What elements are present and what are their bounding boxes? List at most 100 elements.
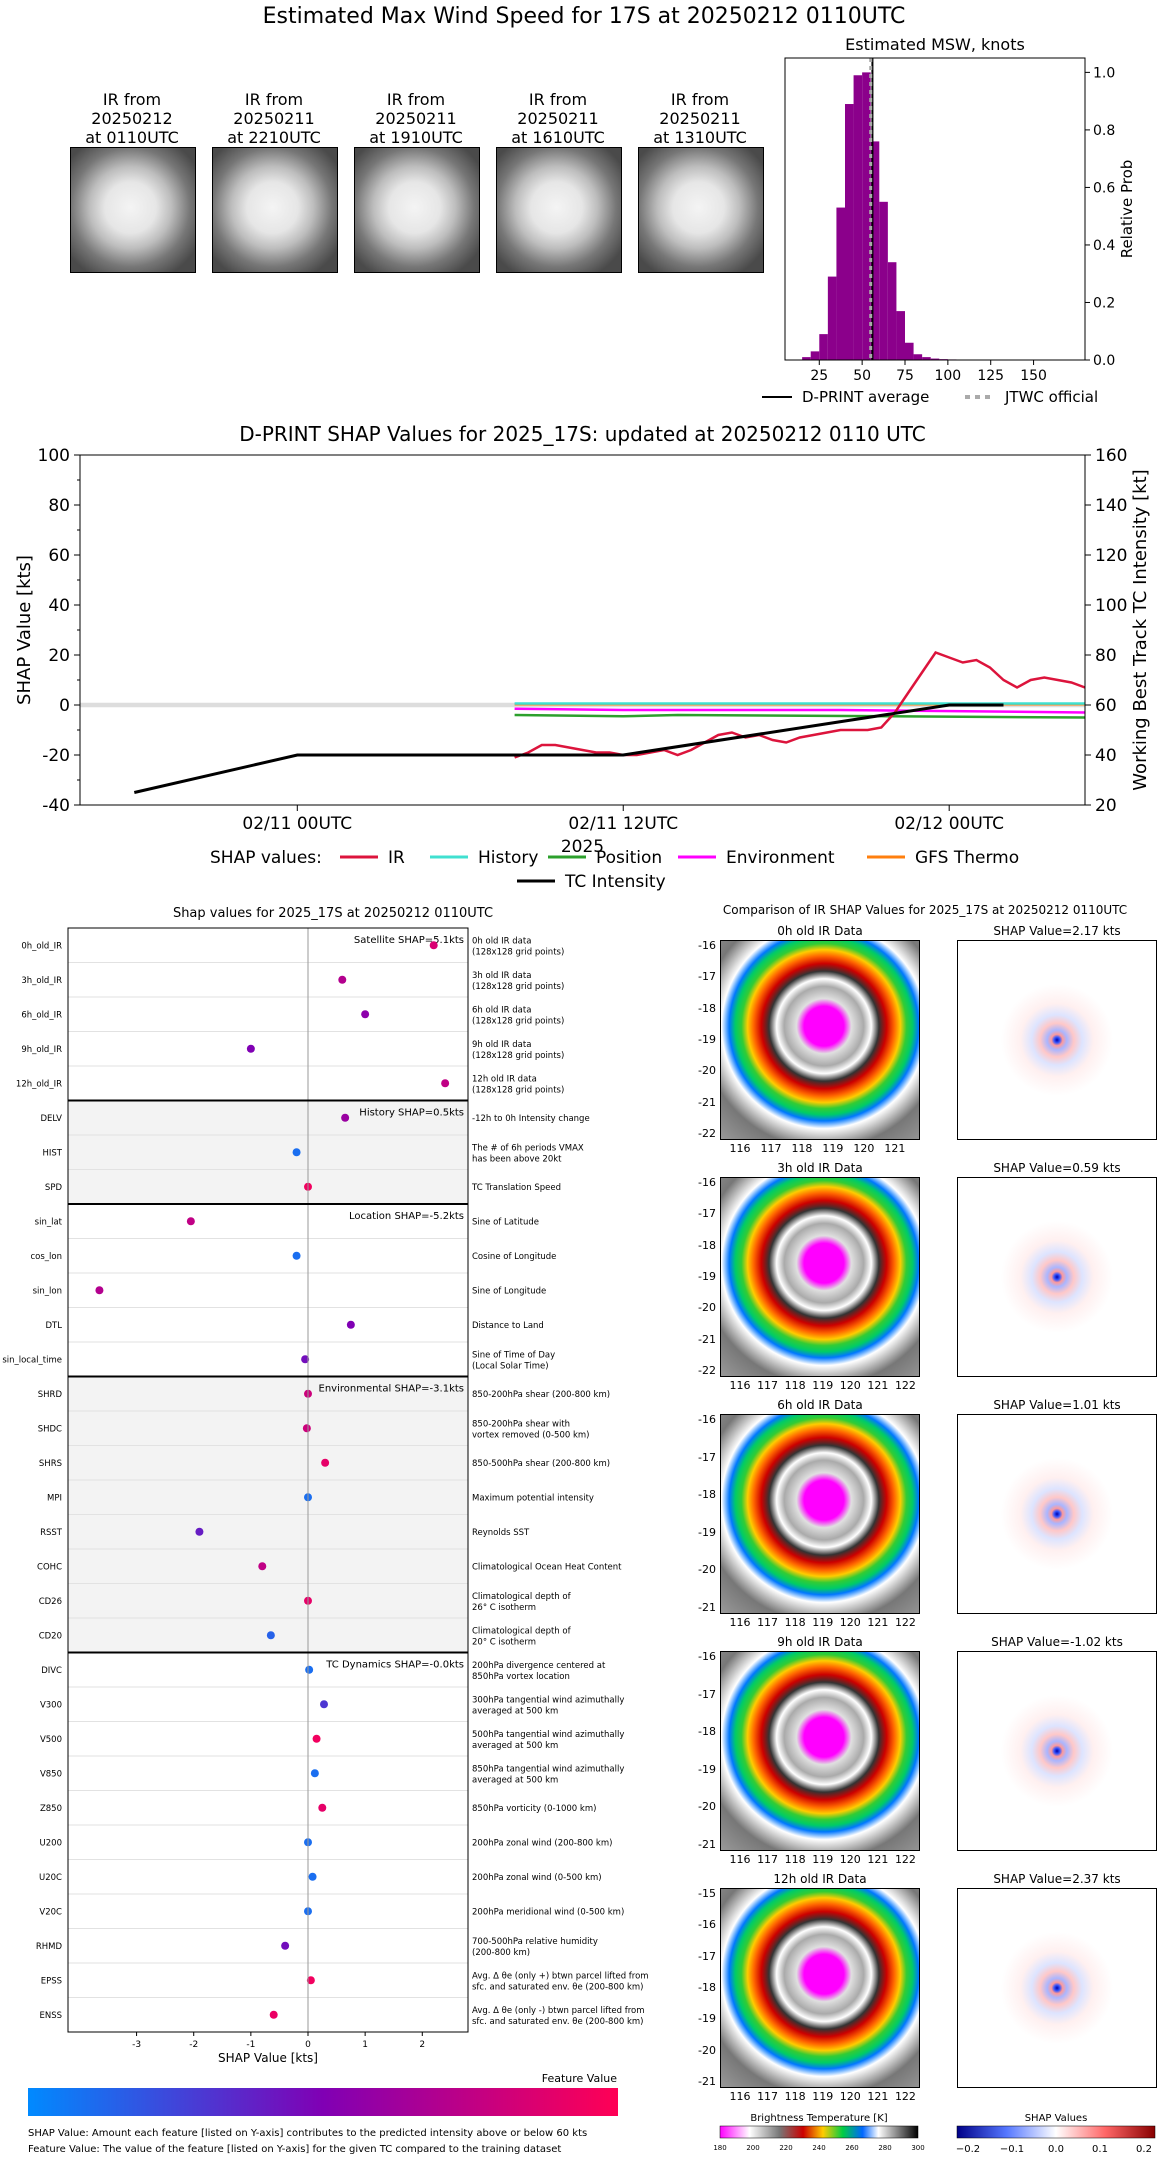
feature-name: sin_lon <box>33 1286 62 1296</box>
ir-xtick-label: 120 <box>853 1142 875 1155</box>
feature-desc: (128x128 grid points) <box>472 982 564 992</box>
feature-dot <box>341 1113 350 1122</box>
ir-xtick-label: 116 <box>729 1853 751 1866</box>
ir-ytick-label: -15 <box>698 1887 716 1900</box>
feat-xtick-label: -3 <box>132 2040 141 2050</box>
bt-tick-label: 300 <box>911 2144 924 2152</box>
feature-desc: vortex removed (0-500 km) <box>472 1430 589 1440</box>
ts-ytick-label: 60 <box>48 546 70 566</box>
feature-desc: 200hPa zonal wind (200-800 km) <box>472 1838 612 1848</box>
feature-name: RSST <box>40 1528 63 1538</box>
ts-y2label: Working Best Track TC Intensity [kt] <box>1130 469 1151 790</box>
hist-bar <box>896 311 905 360</box>
footnote-feature: Feature Value: The value of the feature … <box>28 2144 562 2155</box>
feature-dot <box>258 1562 267 1571</box>
ir-ytick-label: -22 <box>698 1127 716 1140</box>
feature-desc: 300hPa tangential wind azimuthally <box>472 1695 624 1705</box>
feature-desc: Sine of Latitude <box>472 1217 539 1227</box>
group-label: Location SHAP=-5.2kts <box>349 1211 464 1222</box>
ir-ytick-label: -16 <box>698 939 716 952</box>
legend-tc-label: TC Intensity <box>564 872 666 892</box>
feature-desc: 850-500hPa shear (200-800 km) <box>472 1459 610 1469</box>
ir-ytick-label: -16 <box>698 1650 716 1663</box>
tc-intensity-line <box>133 703 1004 794</box>
feature-desc: Cosine of Longitude <box>472 1252 556 1262</box>
feature-desc: 850-200hPa shear (200-800 km) <box>472 1390 610 1400</box>
hist-xtick-label: 100 <box>934 368 961 384</box>
ir-thumb-image <box>354 147 480 273</box>
feature-desc: Climatological depth of <box>472 1592 572 1602</box>
feature-desc: 6h old IR data <box>472 1005 531 1015</box>
feature-desc: has been above 20kt <box>472 1154 562 1164</box>
feature-name: ENSS <box>39 2011 62 2021</box>
ir-ytick-label: -21 <box>698 1095 716 1109</box>
hist-xtick-label: 75 <box>896 368 914 384</box>
hist-bar <box>845 104 854 361</box>
ir-xtick-label: 118 <box>784 2090 806 2103</box>
ir-ytick-label: -16 <box>698 1918 716 1932</box>
feat-xtick-label: 0 <box>305 2040 311 2050</box>
hist-bar <box>905 342 914 360</box>
ir-panel-title: 6h old IR Data <box>777 1398 863 1412</box>
feature-name: HIST <box>43 1148 63 1158</box>
ir-xtick-label: 118 <box>784 1853 806 1866</box>
feature-desc: (128x128 grid points) <box>472 1085 564 1095</box>
ts-y2tick-label: 80 <box>1095 646 1117 666</box>
ts-legend-prefix: SHAP values: <box>210 848 322 868</box>
ir-ytick-label: -17 <box>698 1687 716 1701</box>
feature-desc: 3h old IR data <box>472 971 531 981</box>
feature-dot <box>195 1527 204 1536</box>
feature-dot <box>302 1424 311 1433</box>
feature-desc: Distance to Land <box>472 1321 544 1331</box>
ir-thumb-caption-line: at 2210UTC <box>227 128 321 147</box>
feature-dot <box>310 1769 319 1778</box>
feat-xlabel: SHAP Value [kts] <box>218 2051 318 2065</box>
shap-panel-title: SHAP Value=1.01 kts <box>993 1398 1121 1412</box>
feature-name: SHRS <box>39 1459 62 1469</box>
ir-ytick-label: -21 <box>698 1332 716 1346</box>
hist-xtick-label: 50 <box>853 368 871 384</box>
feature-desc: (200-800 km) <box>472 1948 530 1958</box>
ts-xtick-label: 02/11 12UTC <box>568 814 678 834</box>
hist-ytick-label: 0.0 <box>1093 353 1115 369</box>
bt-tick-label: 220 <box>779 2144 792 2152</box>
ir-thumb-caption-line: 20250211 <box>659 109 741 128</box>
ir-thumb-caption: IR from 20250211 at 2210UTC <box>212 90 336 147</box>
ir-ytick-label: -18 <box>698 1238 716 1252</box>
ts-xlabel: 2025 <box>561 837 604 857</box>
ir-ytick-label: -18 <box>698 1001 716 1015</box>
shap-tick-label: 0.1 <box>1092 2144 1108 2155</box>
feature-desc: Sine of Longitude <box>472 1286 546 1296</box>
ir-xtick-label: 118 <box>784 1616 806 1629</box>
cbar-title: Feature Value <box>542 2072 618 2085</box>
ir-thumb-caption-line: at 1610UTC <box>511 128 605 147</box>
ir-panel-title: 3h old IR Data <box>777 1161 863 1175</box>
feature-dot <box>338 975 347 984</box>
feature-dot <box>321 1458 330 1467</box>
ir-ytick-label: -17 <box>698 1450 716 1464</box>
main-title: Estimated Max Wind Speed for 17S at 2025… <box>262 4 906 29</box>
ir-xtick-label: 116 <box>729 2090 751 2103</box>
ir-ytick-label: -20 <box>698 1800 716 1814</box>
ts-xtick-label: 02/12 00UTC <box>894 814 1004 834</box>
ir-ytick-label: -21 <box>698 1601 716 1614</box>
feature-dot <box>186 1217 195 1226</box>
group-label: Environmental SHAP=-3.1kts <box>319 1384 465 1395</box>
ir-xtick-label: 121 <box>867 1379 889 1392</box>
feature-dot <box>301 1355 310 1364</box>
shap-map-image <box>957 1651 1157 1851</box>
shap-panel-title: SHAP Value=2.37 kts <box>993 1872 1121 1886</box>
shap-map-image <box>957 1177 1157 1377</box>
ts-y2tick-label: 40 <box>1095 746 1117 766</box>
hist-ytick-label: 0.8 <box>1093 123 1115 139</box>
shap-panel-title: SHAP Value=0.59 kts <box>993 1161 1121 1175</box>
bt-tick-label: 200 <box>746 2144 759 2152</box>
feature-dot <box>292 1251 301 1260</box>
ir-thumb-caption: IR from 20250211 at 1610UTC <box>496 90 620 147</box>
feature-name: MPI <box>47 1493 62 1503</box>
feature-name: COHC <box>37 1562 62 1572</box>
feature-desc: 26° C isotherm <box>472 1603 536 1613</box>
legend-ir-label: IR <box>388 848 405 868</box>
feature-desc: Avg. Δ θe (only -) btwn parcel lifted fr… <box>472 2006 645 2016</box>
feature-desc: averaged at 500 km <box>472 1741 558 1751</box>
